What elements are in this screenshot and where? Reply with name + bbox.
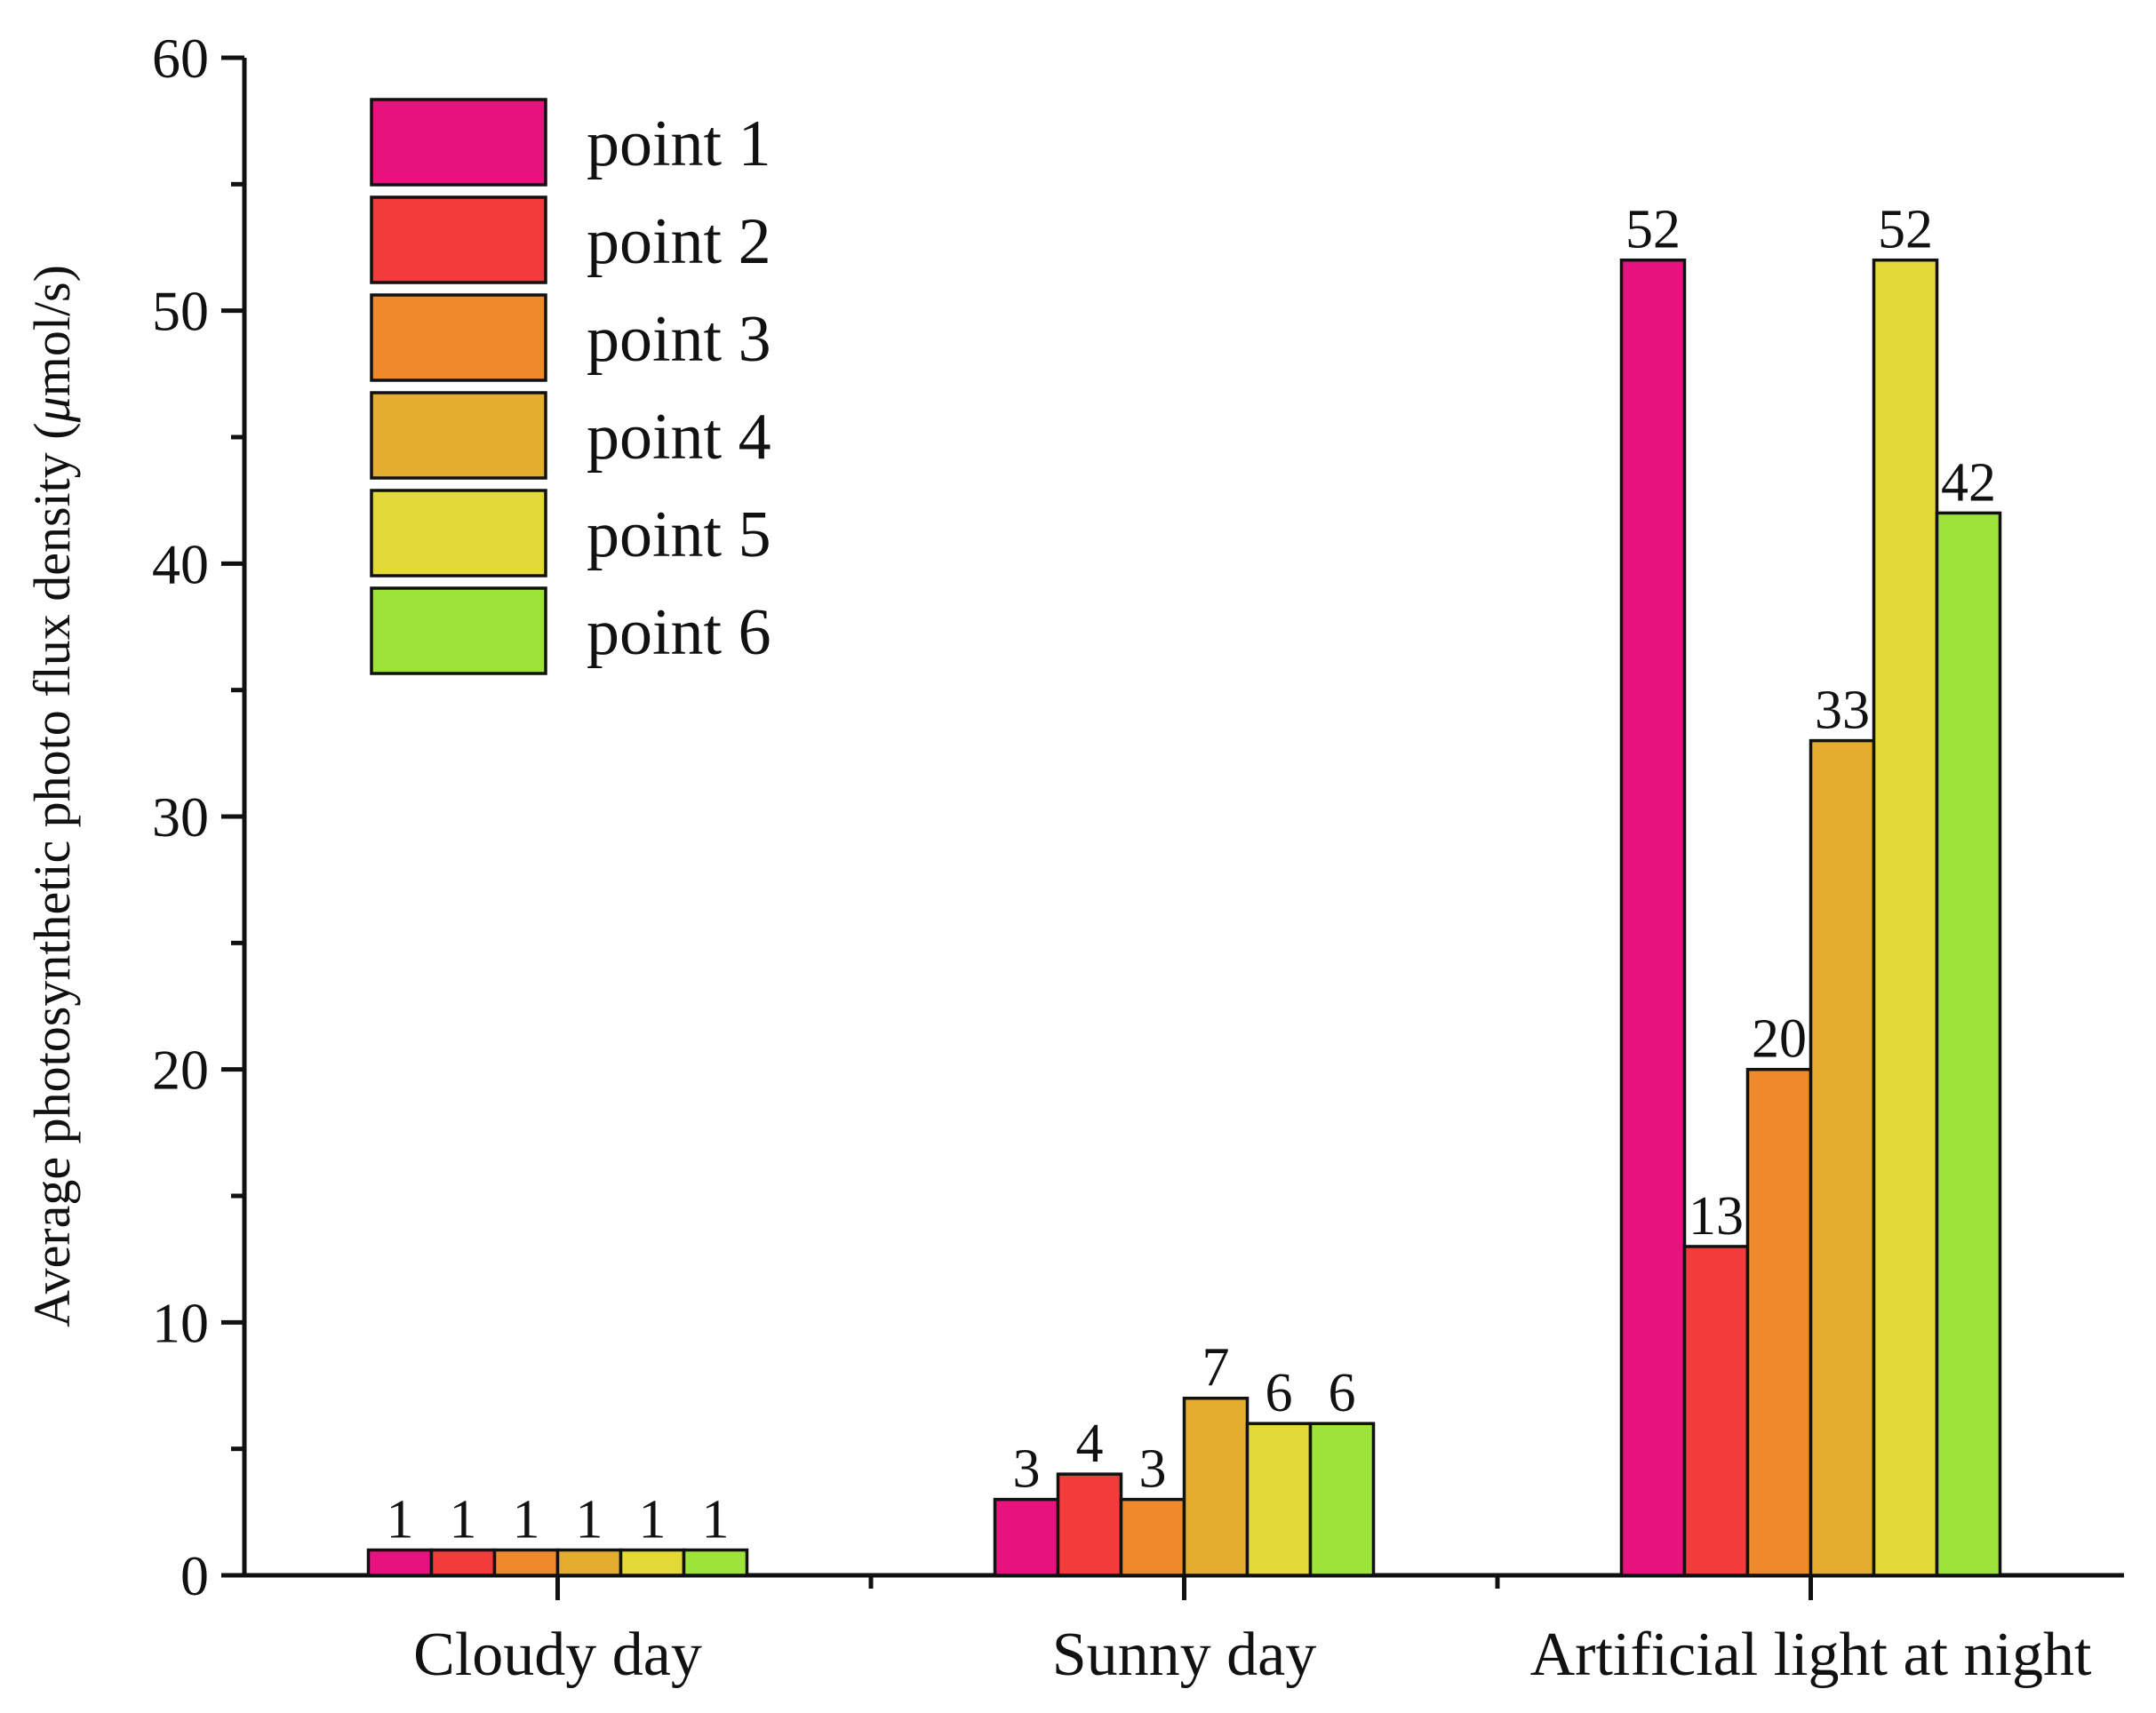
bar-value-label: 1: [639, 1490, 667, 1550]
bar-value-label: 52: [1878, 200, 1933, 260]
bar-point-1-cloudy-day: [366, 1548, 434, 1577]
y-axis-title-main: Average photosynthetic photo flux densit…: [23, 422, 81, 1327]
bar-point-5-artificial-light-at-night: [1872, 258, 1939, 1577]
bar-value-label: 1: [513, 1490, 540, 1550]
bar-value-label: 1: [450, 1490, 477, 1550]
y-tick-label: 60: [152, 27, 209, 90]
y-axis-title: Average photosynthetic photo flux densit…: [23, 265, 81, 1327]
bar-point-1-artificial-light-at-night: [1619, 258, 1687, 1577]
y-tick-label: 50: [152, 280, 209, 343]
bar-point-4-cloudy-day: [555, 1548, 623, 1577]
legend-label: point 2: [587, 205, 771, 278]
bar-value-label: 1: [576, 1490, 603, 1550]
bar-point-6-cloudy-day: [682, 1548, 749, 1577]
bar-point-3-cloudy-day: [492, 1548, 560, 1577]
y-tick-label: 40: [152, 532, 209, 595]
bar-point-5-sunny-day: [1245, 1422, 1313, 1577]
legend-swatch-point-3: [370, 293, 547, 382]
y-tick-label: 10: [152, 1291, 209, 1354]
x-category-label: Cloudy day: [413, 1621, 702, 1689]
bar-value-label: 7: [1202, 1338, 1230, 1398]
bar-value-label: 1: [387, 1490, 414, 1550]
bar-value-label: 1: [702, 1490, 730, 1550]
x-category-label: Sunny day: [1052, 1621, 1317, 1689]
y-axis-title-symbol: μ: [23, 396, 81, 423]
legend-swatch-point-4: [370, 391, 547, 480]
legend: point 1 point 2 point 3 point 4 point 5 point…: [370, 98, 771, 675]
bar-value-label: 6: [1329, 1363, 1356, 1423]
bar-value-label: 42: [1941, 452, 1996, 513]
legend-label: point 5: [587, 498, 771, 571]
bar-value-label: 6: [1266, 1363, 1293, 1423]
bar-point-4-artificial-light-at-night: [1809, 738, 1876, 1577]
bar-value-label: 52: [1625, 200, 1681, 260]
x-category-label: Artificial light at night: [1530, 1621, 2092, 1689]
y-tick-label: 20: [152, 1039, 209, 1102]
bar-value-label: 20: [1752, 1009, 1807, 1070]
bars: [366, 258, 2002, 1577]
bar-value-label: 33: [1815, 681, 1870, 741]
bar-point-5-cloudy-day: [619, 1548, 686, 1577]
bar-point-1-sunny-day: [993, 1497, 1060, 1577]
y-axis-title-unit: mol/s): [23, 265, 81, 396]
y-tick-label: 30: [152, 785, 209, 849]
legend-label: point 3: [587, 303, 771, 376]
bar-value-label: 4: [1076, 1414, 1104, 1474]
bar-point-6-sunny-day: [1308, 1422, 1376, 1577]
bar-point-2-cloudy-day: [429, 1548, 497, 1577]
legend-swatch-point-2: [370, 195, 547, 284]
legend-label: point 4: [587, 401, 771, 474]
bar-point-4-sunny-day: [1182, 1396, 1250, 1577]
bar-point-3-sunny-day: [1119, 1497, 1186, 1577]
y-ticks: 0 10 20 30 40 50 60: [152, 27, 244, 1607]
bar-point-6-artificial-light-at-night: [1935, 511, 2002, 1577]
y-tick-label: 0: [180, 1544, 209, 1607]
bar-value-label: 13: [1689, 1186, 1744, 1247]
bar-point-2-sunny-day: [1056, 1472, 1123, 1577]
legend-label: point 1: [587, 108, 771, 180]
legend-swatch-point-5: [370, 489, 547, 578]
legend-label: point 6: [587, 596, 771, 669]
legend-swatch-point-6: [370, 586, 547, 675]
bar-point-3-artificial-light-at-night: [1745, 1067, 1813, 1577]
x-ticks: Cloudy day Sunny day Artificial light at n…: [413, 1575, 2092, 1689]
bar-point-2-artificial-light-at-night: [1682, 1245, 1750, 1577]
legend-swatch-point-1: [370, 98, 547, 187]
bar-value-label: 3: [1139, 1439, 1167, 1500]
bar-value-label: 3: [1013, 1439, 1041, 1500]
